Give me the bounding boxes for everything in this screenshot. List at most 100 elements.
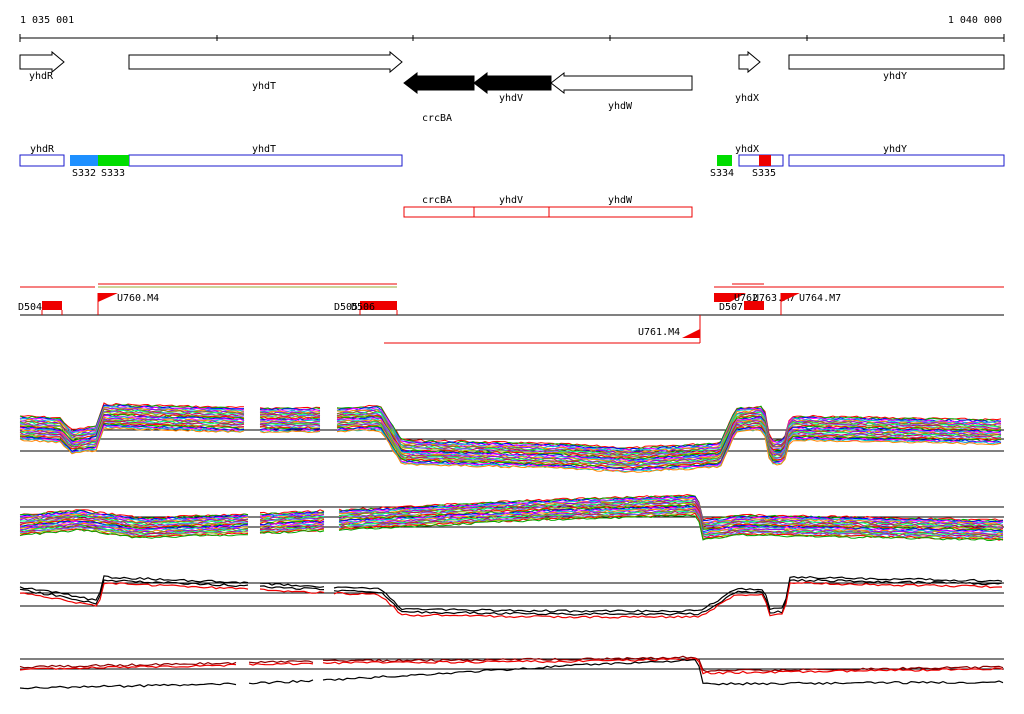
mark-D505-D506[interactable] <box>360 301 397 310</box>
profile-trace <box>19 524 249 535</box>
profile-trace <box>19 661 237 669</box>
segment-S333[interactable] <box>98 155 129 166</box>
profile-trace <box>336 416 1002 461</box>
gene-arrow-yhdX[interactable] <box>738 50 761 74</box>
reverse-feature-track: crcBA yhdV yhdW <box>403 195 693 218</box>
gene-arrow-yhdV[interactable] <box>473 71 552 95</box>
feature-label-yhdT: yhdT <box>252 144 276 155</box>
gene-arrow-yhdT[interactable] <box>128 50 403 74</box>
profile-trace <box>259 523 325 530</box>
profile-trace <box>336 429 1002 473</box>
mark-label-U760-M4: U760.M4 <box>117 293 159 304</box>
profile-trace <box>336 427 1002 472</box>
gene-label-yhdX: yhdX <box>735 93 759 104</box>
segment-label-S334: S334 <box>710 168 734 179</box>
feature-label-yhdW: yhdW <box>608 195 633 206</box>
profile-trace <box>19 582 249 607</box>
profile-trace <box>19 411 245 441</box>
mark-U762[interactable] <box>714 293 730 302</box>
mark-label-D506: D506 <box>351 302 375 313</box>
profile-trace <box>248 660 314 664</box>
profile-trace <box>322 659 1004 686</box>
mark-U760-M4[interactable] <box>98 293 118 302</box>
profile-trace <box>19 509 249 520</box>
profile-trace <box>19 404 245 433</box>
mark-D507[interactable] <box>744 301 764 310</box>
profile-trace <box>259 429 321 433</box>
gene-arrow-crcBA[interactable] <box>403 71 475 95</box>
profile-trace <box>19 519 249 529</box>
feature-label-yhdY: yhdY <box>883 144 907 155</box>
mark-label-D507: D507 <box>719 302 743 313</box>
feature-box-yhdR[interactable] <box>19 154 65 167</box>
profile-trace <box>259 412 321 416</box>
profile-trace <box>259 409 321 413</box>
profile-trace <box>259 514 325 520</box>
profile-trace <box>338 506 1004 534</box>
mark-tick <box>359 310 398 315</box>
profile-trace <box>338 514 1004 542</box>
gene-label-yhdV: yhdV <box>499 93 523 104</box>
profile-trace <box>336 425 1001 471</box>
feature-box-yhdV[interactable] <box>473 206 551 218</box>
feature-box-crcBA[interactable] <box>403 206 475 218</box>
end-coordinate: 1 040 000 <box>948 15 1002 26</box>
profile-trace <box>259 520 325 526</box>
profile-trace <box>259 418 321 422</box>
profile-panel-forward-summary <box>19 575 1004 619</box>
profile-trace <box>338 502 1004 530</box>
profile-trace <box>336 419 1002 464</box>
profile-trace <box>19 413 245 442</box>
mark-label-D505: D505 <box>334 302 358 313</box>
mark-label-U761-M4: U761.M4 <box>638 327 680 338</box>
segment-label-S333: S333 <box>101 168 125 179</box>
profile-trace <box>333 575 1003 613</box>
profile-trace <box>336 427 1002 473</box>
mark-label-U762: U762 <box>734 293 758 304</box>
gene-arrow-yhdR[interactable] <box>19 50 65 74</box>
profile-trace <box>259 510 325 516</box>
profile-panel-reverse-all <box>19 493 1004 542</box>
gene-label-yhdT: yhdT <box>252 81 276 92</box>
profile-trace <box>333 578 1003 616</box>
profile-trace <box>259 521 325 527</box>
mark-U761-M4[interactable] <box>682 329 700 338</box>
profile-trace <box>260 426 320 430</box>
mark-U764-M7[interactable] <box>781 293 800 302</box>
gene-label-yhdR: yhdR <box>29 71 54 82</box>
mark-label-U764-M7: U764.M7 <box>799 293 841 304</box>
start-coordinate: 1 035 001 <box>20 15 74 26</box>
profile-trace <box>19 407 245 436</box>
feature-box-yhdT[interactable] <box>128 154 403 167</box>
profile-trace <box>19 579 249 605</box>
gene-label-yhdY: yhdY <box>883 71 907 82</box>
segment-S334[interactable] <box>717 155 732 166</box>
profile-trace <box>248 679 314 685</box>
profile-trace <box>259 527 325 533</box>
segment-S332[interactable] <box>70 155 98 166</box>
mark-U763-M7[interactable] <box>730 293 746 302</box>
gene-arrow-yhdW[interactable] <box>550 71 693 95</box>
profile-trace <box>19 528 249 537</box>
feature-label-yhdR: yhdR <box>30 144 55 155</box>
transcription-track: D504 U760.M4 D505 D506 D507 U762 U763.M7… <box>18 283 1004 344</box>
gene-label-crcBA: crcBA <box>422 113 452 124</box>
profile-trace <box>336 407 1002 452</box>
feature-box-yhdY[interactable] <box>788 154 1005 167</box>
profile-trace <box>259 588 325 594</box>
segment-S335[interactable] <box>759 155 771 166</box>
profile-trace <box>20 419 245 448</box>
gene-label-yhdW: yhdW <box>608 101 633 112</box>
gene-arrow-yhdY[interactable] <box>788 54 1005 70</box>
profile-trace <box>259 517 325 523</box>
mark-tick <box>41 310 63 315</box>
profile-trace <box>19 528 249 539</box>
profile-trace <box>19 426 245 455</box>
profile-trace <box>259 525 325 530</box>
mark-D504[interactable] <box>42 301 62 310</box>
feature-label-yhdV: yhdV <box>499 195 523 206</box>
profile-trace <box>338 504 1004 532</box>
profile-trace <box>259 430 321 434</box>
feature-box-yhdW[interactable] <box>548 206 693 218</box>
